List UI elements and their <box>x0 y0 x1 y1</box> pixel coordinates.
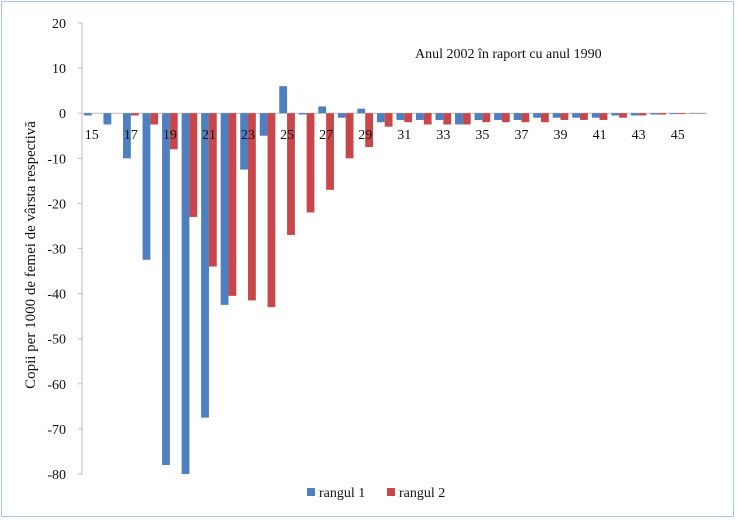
bar-1-42 <box>611 113 620 116</box>
bar-2-31 <box>404 113 413 123</box>
bar-1-30 <box>376 113 385 123</box>
bar-1-32 <box>415 113 424 120</box>
y-tick-label: -50 <box>47 333 66 348</box>
bars <box>83 86 706 474</box>
bar-1-19 <box>162 113 170 465</box>
axes <box>78 22 707 475</box>
bar-2-30 <box>384 113 393 127</box>
bar-2-45 <box>677 113 686 115</box>
bar-1-18 <box>142 113 151 260</box>
bar-1-31 <box>396 113 405 120</box>
bar-2-37 <box>521 113 530 123</box>
bar-1-41 <box>591 113 600 118</box>
y-tick-label: -30 <box>47 243 66 258</box>
bar-2-27 <box>326 113 334 190</box>
bar-1-43 <box>630 113 639 116</box>
bar-1-28 <box>337 113 346 118</box>
y-tick-label: -40 <box>47 288 66 303</box>
x-tick-label: 25 <box>280 128 294 143</box>
bar-2-25 <box>287 113 295 235</box>
y-axis-label: Copii per 1000 de femei de vârsta respec… <box>23 121 39 389</box>
x-tick-label: 17 <box>124 128 138 143</box>
bar-2-39 <box>560 113 569 120</box>
bar-2-43 <box>638 113 647 116</box>
bar-1-25 <box>279 86 288 114</box>
tick-labels: 20 10 0 -10 -20 -30 -40 -50 -60 -70 -80 15 17 19 21 23 2… <box>47 17 684 483</box>
x-tick-label: 21 <box>202 128 216 143</box>
y-tick-label: -10 <box>47 152 66 167</box>
bar-2-26 <box>306 113 315 213</box>
y-tick-label: -70 <box>47 423 66 438</box>
legend-label: rangul 1 <box>319 486 365 501</box>
bar-2-21 <box>208 113 217 267</box>
bar-1-34 <box>455 113 463 125</box>
bar-2-33 <box>443 113 452 125</box>
bar-1-27 <box>318 106 327 114</box>
bar-2-35 <box>482 113 491 123</box>
bar-1-17 <box>123 113 131 159</box>
bar-1-21 <box>201 113 209 418</box>
bar-1-29 <box>357 108 366 114</box>
bar-1-40 <box>572 113 581 118</box>
x-tick-label: 39 <box>554 128 568 143</box>
bar-2-41 <box>599 113 608 120</box>
x-tick-label: 37 <box>514 128 528 143</box>
bar-1-45 <box>669 113 678 115</box>
y-tick-label: 10 <box>52 62 66 77</box>
bar-1-15 <box>83 113 92 116</box>
legend-swatch <box>387 488 395 496</box>
legend-label: rangul 2 <box>399 486 445 501</box>
y-tick-label: -20 <box>47 197 66 212</box>
y-tick-label: -80 <box>47 468 66 483</box>
y-tick-label: 20 <box>52 17 66 32</box>
bar-1-39 <box>552 113 561 118</box>
bar-2-42 <box>619 113 627 118</box>
bar-1-24 <box>259 113 268 136</box>
bar-2-24 <box>267 113 276 308</box>
x-tick-label: 15 <box>85 128 99 143</box>
bar-1-36 <box>494 113 502 120</box>
bar-2-38 <box>540 113 549 123</box>
bar-1-35 <box>474 113 483 120</box>
x-tick-label: 31 <box>397 128 411 143</box>
bar-2-20 <box>189 113 198 217</box>
bar-2-32 <box>423 113 432 125</box>
bar-2-23 <box>248 113 256 301</box>
bar-2-17 <box>130 113 139 116</box>
x-tick-label: 19 <box>163 128 177 143</box>
bar-1-33 <box>435 113 444 120</box>
bar-1-38 <box>533 113 541 118</box>
bar-1-22 <box>220 113 229 305</box>
bar-2-29 <box>365 113 374 148</box>
bar-1-37 <box>513 113 522 120</box>
y-tick-label: -60 <box>47 378 66 393</box>
bar-2-34 <box>462 113 471 125</box>
x-tick-label: 29 <box>358 128 372 143</box>
x-tick-label: 43 <box>632 128 646 143</box>
x-tick-label: 41 <box>593 128 607 143</box>
chart-annotation: Anul 2002 în raport cu anul 1990 <box>415 47 602 62</box>
y-tick-label: 0 <box>59 107 66 122</box>
bar-1-44 <box>650 113 659 115</box>
bar-2-28 <box>345 113 354 159</box>
x-tick-label: 33 <box>436 128 450 143</box>
bar-2-40 <box>580 113 588 120</box>
bar-1-23 <box>240 113 249 170</box>
x-tick-label: 23 <box>241 128 255 143</box>
x-tick-label: 27 <box>319 128 333 143</box>
legend: rangul 1 rangul 2 <box>307 486 445 501</box>
x-tick-label: 35 <box>475 128 489 143</box>
x-tick-label: 45 <box>671 128 685 143</box>
legend-swatch <box>307 488 315 496</box>
bar-2-22 <box>228 113 237 296</box>
bar-2-36 <box>501 113 510 123</box>
bar-2-19 <box>169 113 178 150</box>
bar-1-16 <box>103 113 112 125</box>
bar-1-20 <box>181 113 190 474</box>
bar-1-26 <box>298 113 307 115</box>
bar-2-18 <box>150 113 159 125</box>
bar-2-44 <box>658 113 666 115</box>
